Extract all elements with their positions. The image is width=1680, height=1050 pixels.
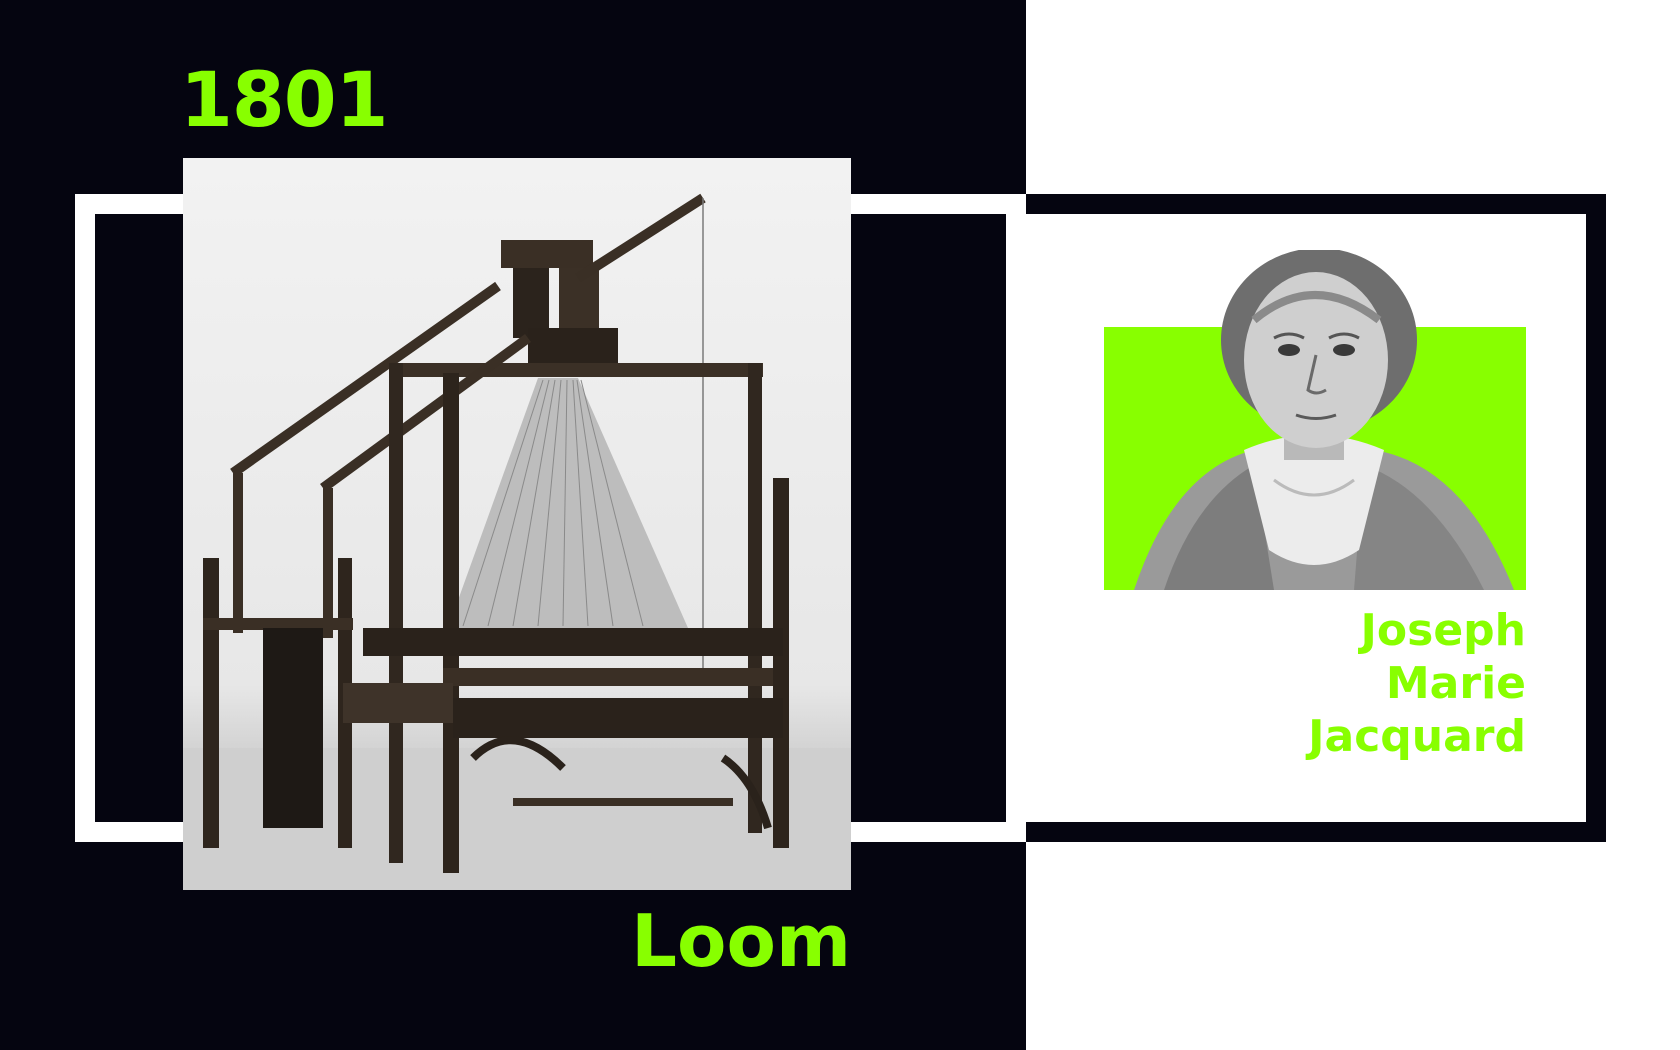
jacquard-portrait	[1104, 250, 1526, 590]
loom-machine-photo	[183, 158, 851, 890]
right-dark-frame	[1026, 194, 1606, 842]
inventor-last-name: Jacquard	[1308, 711, 1526, 762]
year-label: 1801	[180, 55, 389, 144]
inventor-middle-name: Marie	[1385, 658, 1526, 709]
invention-title: Loom	[631, 899, 851, 983]
inventor-first-name: Joseph	[1360, 605, 1526, 656]
inventor-name: Joseph Marie Jacquard	[1308, 604, 1526, 763]
